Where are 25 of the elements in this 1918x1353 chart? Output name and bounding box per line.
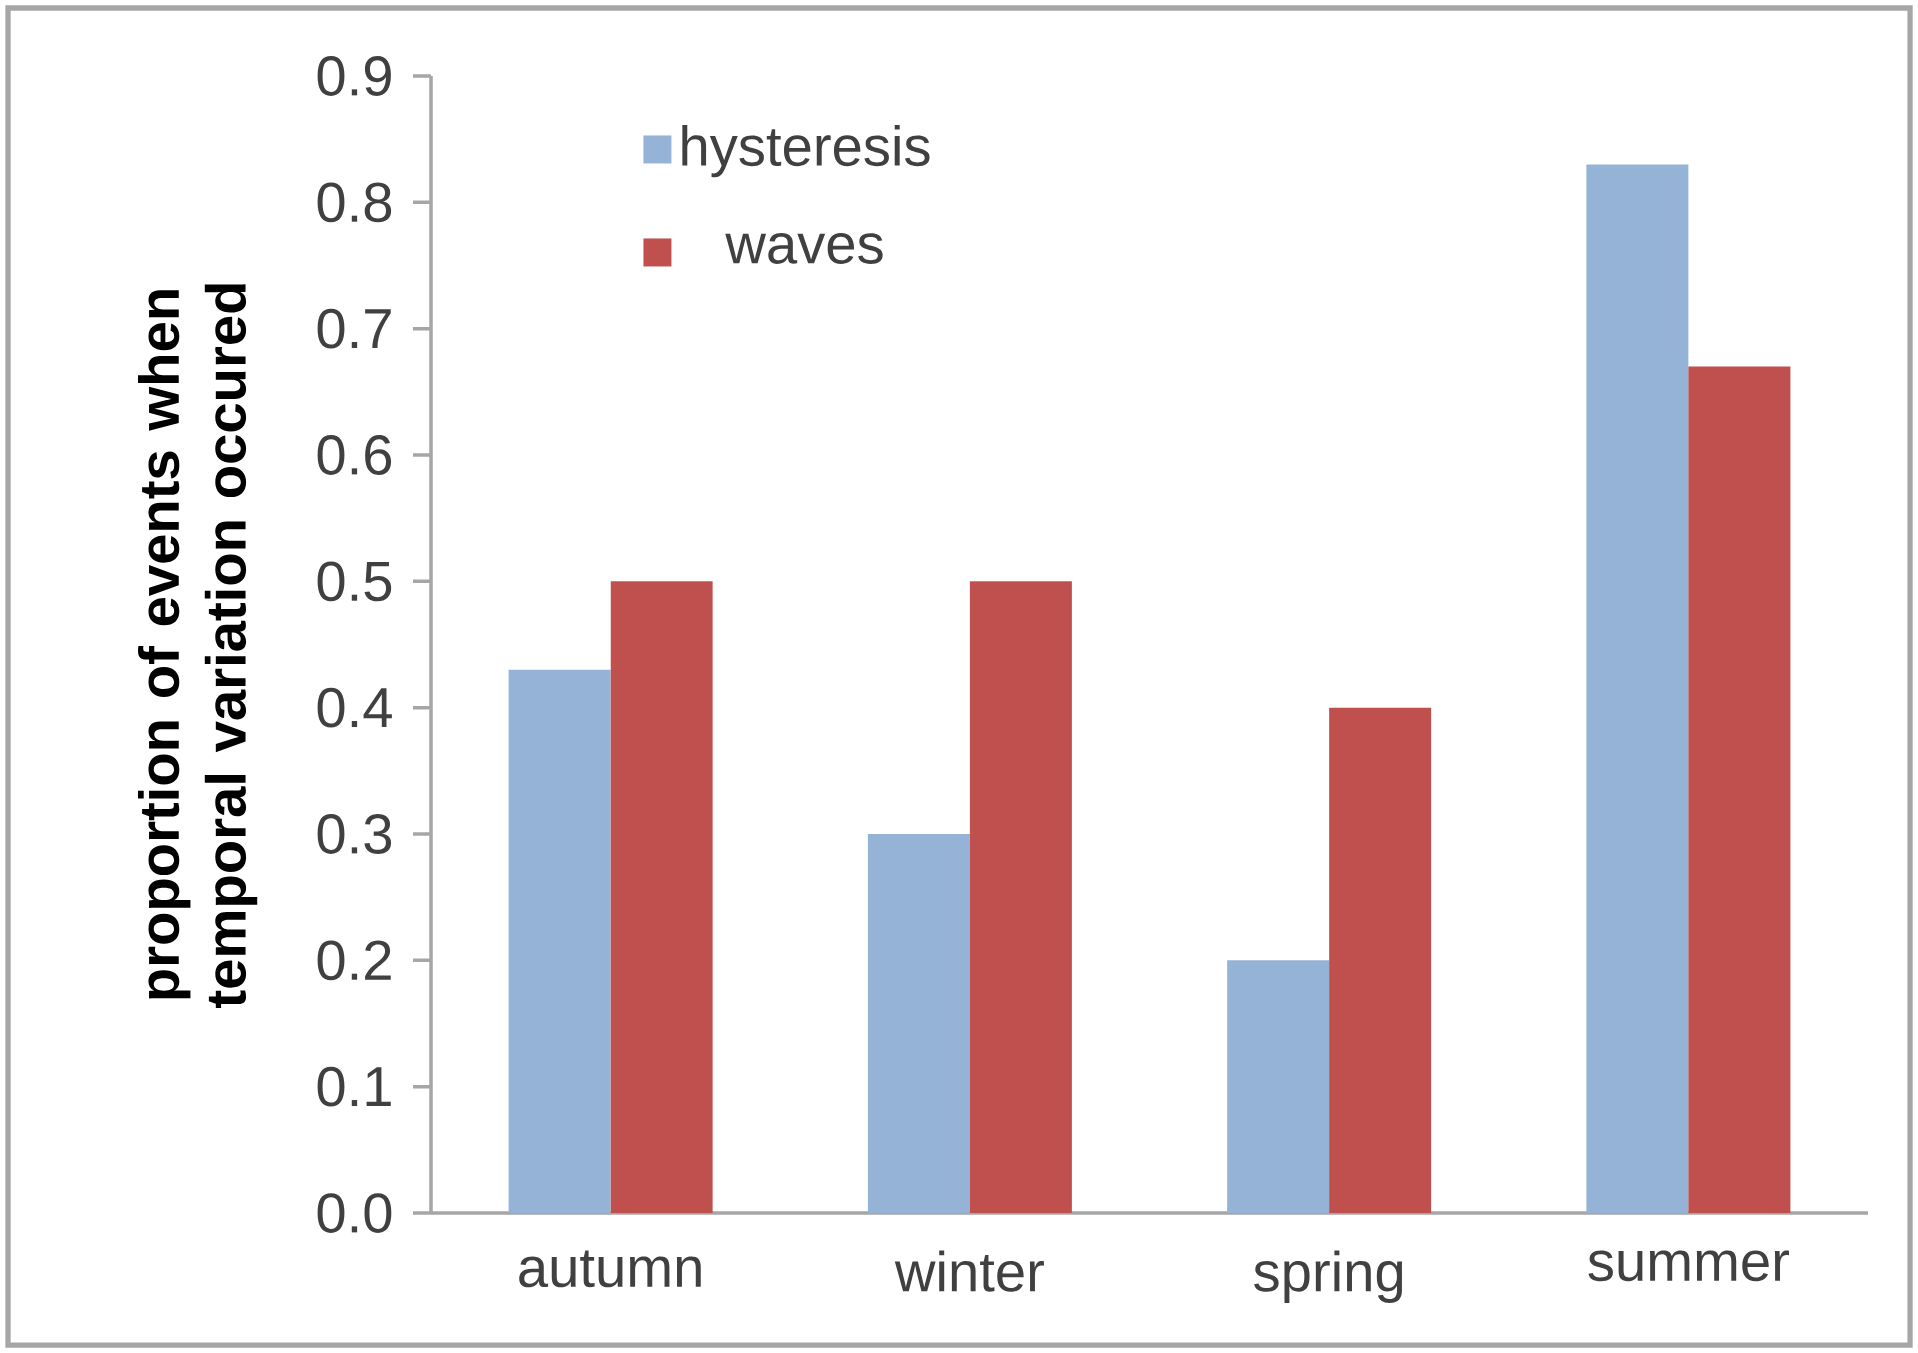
bar (610, 581, 713, 1214)
y-tick-label: 0.8 (317, 182, 392, 223)
x-tick-label: autumn (519, 1250, 701, 1288)
bar (867, 834, 970, 1214)
y-tick-label: 0.5 (317, 561, 392, 602)
x-tick-label: summer (1588, 1250, 1789, 1282)
bar (1329, 707, 1432, 1214)
legend-label: waves (725, 233, 883, 264)
y-tick-label: 0.9 (317, 56, 391, 96)
x-tick-label: winter (894, 1250, 1044, 1292)
y-tick-label: 0.4 (317, 687, 392, 728)
y-tick-label: 0.1 (317, 1066, 391, 1107)
bar (1688, 366, 1791, 1214)
x-tick-label: spring (1254, 1250, 1403, 1303)
bar (1227, 960, 1330, 1214)
bar (508, 669, 611, 1214)
y-tick-label: 0.0 (317, 1193, 392, 1233)
bar (1586, 164, 1689, 1214)
y-tick-label: 0.3 (317, 814, 392, 854)
bar (969, 581, 1072, 1214)
y-axis-title: proportion of events when temporal variation occured (138, 284, 258, 1008)
y-tick-label: 0.2 (317, 940, 391, 981)
y-tick-label: 0.7 (317, 308, 391, 349)
legend-label: hysteresis (682, 124, 930, 178)
y-tick-label: 0.6 (317, 435, 392, 475)
